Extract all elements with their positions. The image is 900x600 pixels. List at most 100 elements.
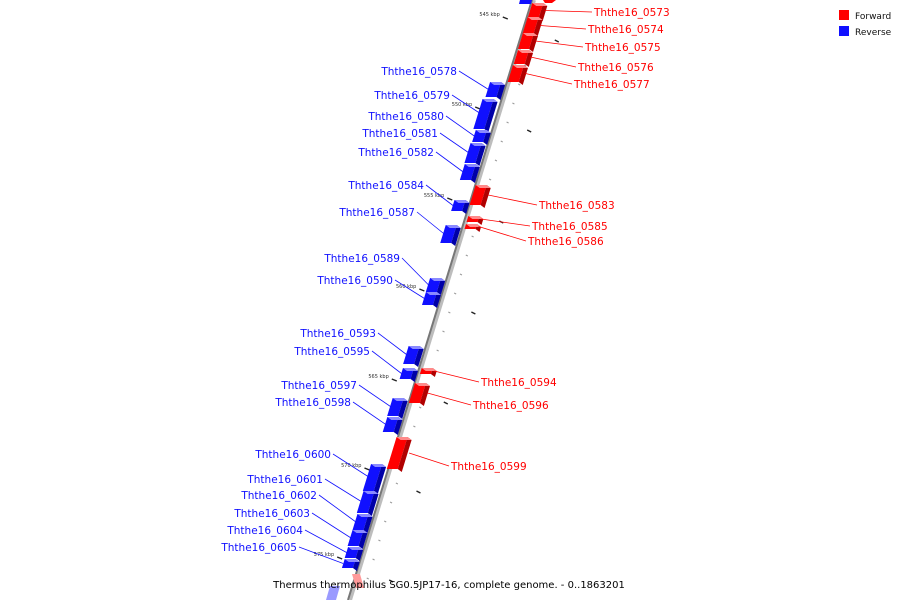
gene-side	[436, 278, 446, 295]
minor-tick	[418, 406, 422, 409]
gene-top	[490, 82, 506, 85]
gene-label: Ththe16_0587	[338, 207, 415, 219]
gene-leader-line	[488, 194, 538, 206]
gene-label: Ththe16_0605	[220, 542, 297, 554]
gene-face	[469, 185, 487, 205]
partial-forward-feature	[352, 574, 364, 588]
gene-side	[432, 292, 441, 308]
gene-leader-line	[304, 529, 347, 553]
gene-face	[352, 514, 369, 530]
major-tick	[336, 556, 343, 560]
gene-block-ththe16-0604	[344, 547, 364, 561]
gene-face	[408, 383, 426, 403]
gene-face	[403, 346, 420, 364]
legend-label-forward: Forward	[855, 12, 891, 22]
minor-tick	[494, 159, 498, 162]
gene-face	[507, 65, 524, 82]
gene-side	[533, 17, 543, 37]
minor-tick	[436, 349, 439, 352]
gene-side	[529, 33, 538, 52]
gene-side	[451, 225, 461, 246]
major-tick	[471, 311, 476, 315]
gene-side	[397, 437, 412, 472]
major-tick	[447, 197, 453, 201]
gene-face	[356, 491, 375, 513]
genome-axis	[347, 0, 536, 600]
gene-top	[468, 216, 484, 219]
gene-block-ththe16-0602	[352, 514, 373, 533]
gene-face	[440, 225, 457, 243]
axis-shadow	[348, 0, 536, 600]
gene-leader-line	[416, 211, 445, 235]
gene-label: Ththe16_0602	[240, 490, 317, 502]
gene-top	[363, 491, 379, 494]
gene-block-ththe16-0578	[485, 82, 506, 100]
major-tick	[391, 378, 398, 382]
gene-label: Ththe16_0574	[587, 24, 664, 36]
gene-side	[470, 164, 480, 183]
gene-leader-line	[425, 184, 454, 206]
gene-label: Ththe16_0597	[280, 380, 357, 392]
gene-side	[373, 464, 387, 494]
gene-label: Ththe16_0578	[380, 66, 457, 78]
gene-side	[393, 417, 403, 435]
gene-leader-line	[535, 40, 584, 48]
gene-top	[470, 143, 486, 146]
gene-block-ththe16-0585	[466, 216, 484, 225]
gene-leader-line	[544, 10, 593, 13]
gene-leader-line	[540, 25, 587, 30]
gene-side	[398, 398, 408, 419]
gene-leader-line	[401, 257, 429, 286]
gene-side	[518, 65, 528, 85]
gene-side	[475, 143, 486, 166]
minor-tick	[459, 273, 463, 276]
gene-side	[367, 491, 379, 516]
major-tick	[443, 401, 449, 405]
gene-leader-line	[427, 392, 472, 406]
gene-face	[513, 50, 530, 64]
gene-top	[512, 65, 528, 68]
gene-label: Ththe16_0603	[233, 508, 310, 520]
gene-leader-line	[478, 226, 527, 242]
major-tick	[364, 467, 370, 471]
minor-tick	[413, 425, 416, 428]
gene-leader-line	[445, 115, 475, 137]
gene-block-ththe16-0586	[464, 224, 482, 232]
gene-top	[445, 225, 461, 228]
tick-label: 565 kbp	[368, 374, 388, 380]
tick-label: 550 kbp	[452, 102, 472, 108]
gene-block-ththe16-0598	[382, 417, 403, 435]
gene-label: Ththe16_0580	[367, 111, 444, 123]
minor-tick	[506, 121, 509, 124]
gene-leader-line	[318, 494, 357, 523]
gene-leader-line	[377, 332, 408, 356]
gene-leader-line	[480, 218, 531, 227]
gene-label: Ththe16_0577	[573, 79, 650, 91]
gene-block-ththe16-0595	[399, 368, 418, 382]
gene-block-ththe16-0587	[440, 225, 461, 246]
gene-side	[419, 383, 430, 406]
minor-tick	[453, 292, 457, 295]
gene-face	[362, 464, 383, 491]
gene-label: Ththe16_0594	[480, 377, 557, 389]
gene-label: Ththe16_0593	[299, 328, 376, 340]
gene-face	[347, 530, 364, 546]
gene-top	[402, 368, 418, 371]
legend-label-reverse: Reverse	[855, 28, 892, 38]
major-tick	[554, 39, 560, 43]
gene-label: Ththe16_0598	[274, 397, 351, 409]
gene-top	[425, 292, 441, 295]
gene-label: Ththe16_0604	[226, 525, 303, 537]
gene-block-ththe16-0601	[356, 491, 379, 516]
tick-label: 545 kbp	[479, 12, 499, 18]
gene-face	[421, 292, 437, 305]
gene-block-ththe16-0576	[513, 50, 534, 67]
minor-tick	[500, 140, 503, 143]
gene-label: Ththe16_0599	[450, 461, 527, 473]
axis-line	[347, 0, 533, 600]
gene-block-ththe16-0597	[387, 398, 408, 419]
major-tick	[526, 129, 532, 133]
gene-label: Ththe16_0600	[254, 449, 331, 461]
gene-block-ththe16-0583	[469, 185, 491, 208]
